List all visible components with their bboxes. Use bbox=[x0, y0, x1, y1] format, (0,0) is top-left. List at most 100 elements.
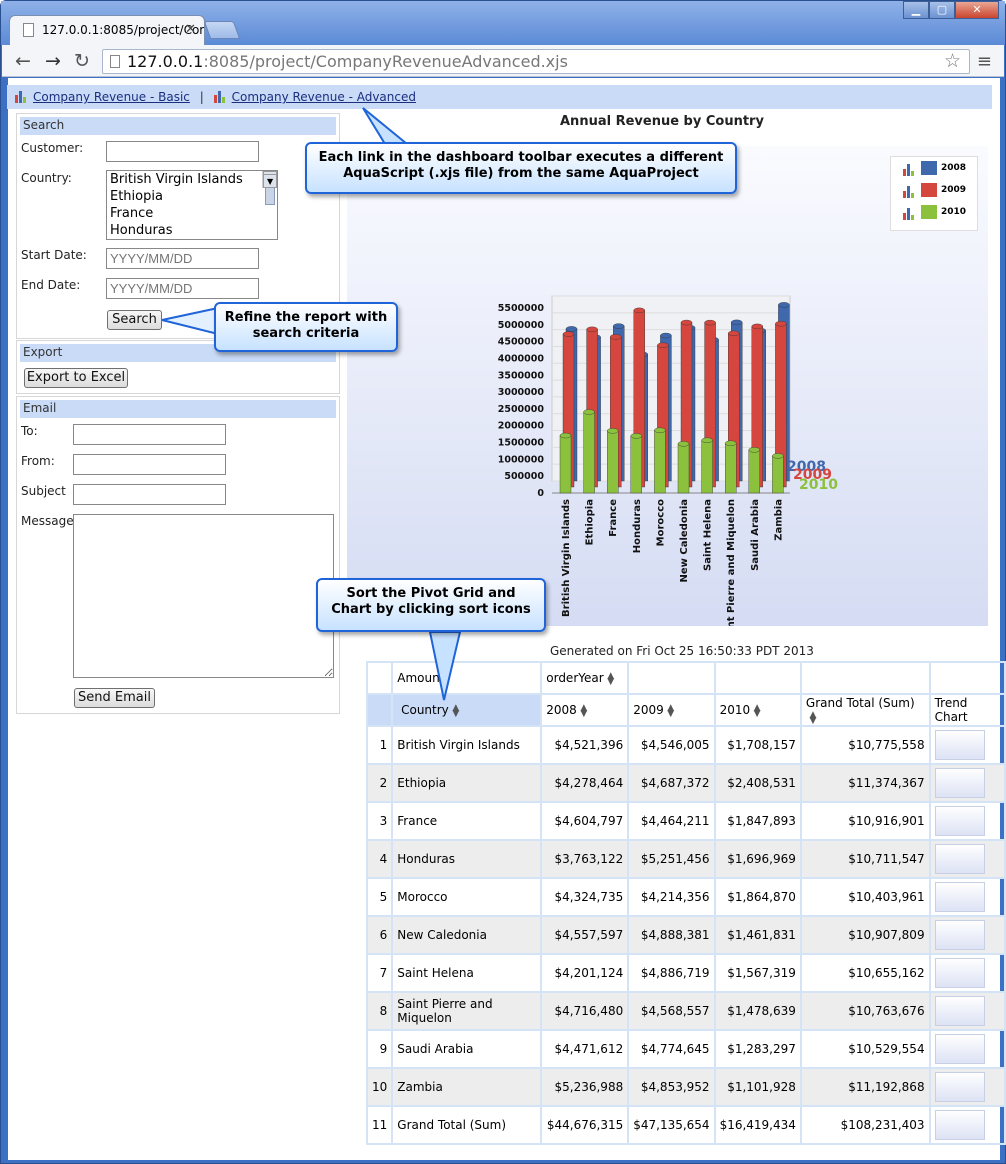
country-option[interactable]: France bbox=[110, 206, 154, 221]
end-date-input[interactable] bbox=[106, 278, 259, 299]
sort-icon[interactable]: ▲ ▼ bbox=[667, 702, 675, 719]
country-column-header[interactable]: Country ▲ ▼ bbox=[391, 693, 543, 727]
legend-swatch bbox=[921, 183, 937, 197]
grand-total-header[interactable]: Grand Total (Sum)▲ ▼ bbox=[799, 693, 931, 727]
to-label: To: bbox=[21, 424, 38, 438]
x-tick-label: Saint Helena bbox=[703, 499, 714, 571]
trend-sparkline[interactable] bbox=[934, 806, 985, 836]
country-option[interactable]: Ethiopia bbox=[110, 189, 163, 204]
maximize-icon[interactable]: ▢ bbox=[929, 1, 955, 19]
forward-icon[interactable]: → bbox=[45, 50, 61, 72]
column-label: 2009 bbox=[633, 703, 664, 717]
start-date-input[interactable] bbox=[106, 248, 259, 269]
value-cell: $4,201,124 bbox=[540, 953, 630, 993]
address-bar[interactable]: 127.0.0.1:8085/project/CompanyRevenueAdv… bbox=[102, 49, 970, 74]
table-row: 8 Saint Pierre and Miquelon $4,716,480 $4,5… bbox=[365, 991, 1006, 1031]
row-number: 4 bbox=[365, 839, 394, 879]
y-tick-label: 1500000 bbox=[498, 438, 545, 449]
country-listbox[interactable]: British Virgin Islands Ethiopia France H… bbox=[106, 170, 278, 240]
from-label: From: bbox=[21, 454, 55, 468]
legend-item-2010[interactable]: 2010 bbox=[891, 205, 977, 223]
bar-top bbox=[778, 302, 790, 308]
search-button[interactable]: Search bbox=[107, 310, 162, 330]
value-cell: $3,763,122 bbox=[540, 839, 630, 879]
country-cell: Saint Helena bbox=[391, 953, 543, 993]
customer-input[interactable] bbox=[106, 141, 259, 162]
scroll-down-icon[interactable]: ▼ bbox=[263, 174, 277, 188]
reload-icon[interactable]: ↻ bbox=[74, 50, 90, 72]
minimize-icon[interactable]: ▁ bbox=[903, 1, 929, 19]
y-tick-label: 3000000 bbox=[498, 387, 545, 398]
sort-icon[interactable]: ▲ ▼ bbox=[452, 702, 460, 719]
scroll-thumb[interactable] bbox=[265, 187, 275, 205]
close-tab-icon[interactable]: ✕ bbox=[185, 22, 196, 37]
listbox-scrollbar[interactable]: ▲ ▼ bbox=[262, 171, 277, 205]
value-cell: $4,557,597 bbox=[540, 915, 630, 955]
sort-icon[interactable]: ▲ ▼ bbox=[580, 702, 588, 719]
callout-sort: Sort the Pivot Grid and Chart by clickin… bbox=[316, 578, 546, 632]
callout-toolbar: Each link in the dashboard toolbar execu… bbox=[305, 142, 737, 194]
chart-icon bbox=[15, 89, 29, 103]
column-header-2008[interactable]: 2008 ▲ ▼ bbox=[540, 693, 630, 727]
value-cell: $4,324,735 bbox=[540, 877, 630, 917]
bookmark-star-icon[interactable]: ☆ bbox=[943, 50, 961, 72]
value-cell: $1,567,319 bbox=[713, 953, 802, 993]
legend-swatch bbox=[921, 161, 937, 175]
value-cell: $5,251,456 bbox=[627, 839, 716, 879]
total-cell: $10,403,961 bbox=[799, 877, 931, 917]
subject-label: Subject bbox=[21, 484, 66, 498]
trend-sparkline[interactable] bbox=[934, 844, 985, 874]
bar-top bbox=[775, 321, 787, 327]
total-cell: $108,231,403 bbox=[799, 1105, 931, 1145]
order-year-header[interactable]: orderYear ▲ ▼ bbox=[540, 661, 630, 695]
trend-sparkline[interactable] bbox=[934, 1072, 985, 1102]
bar-top bbox=[565, 326, 578, 332]
column-header-2010[interactable]: 2010 ▲ ▼ bbox=[713, 693, 802, 727]
country-cell: Saint Pierre and Miquelon bbox=[391, 991, 543, 1031]
sort-icon[interactable]: ▲ ▼ bbox=[809, 709, 817, 726]
from-input[interactable] bbox=[73, 454, 226, 475]
trend-sparkline[interactable] bbox=[934, 1110, 985, 1140]
bar-top bbox=[660, 332, 672, 339]
subject-input[interactable] bbox=[73, 484, 226, 505]
trend-sparkline[interactable] bbox=[934, 730, 985, 760]
trend-sparkline[interactable] bbox=[934, 958, 985, 988]
trend-sparkline[interactable] bbox=[934, 768, 985, 798]
row-number: 9 bbox=[365, 1029, 394, 1069]
export-to-excel-button[interactable]: Export to Excel bbox=[24, 368, 128, 388]
send-email-button[interactable]: Send Email bbox=[74, 688, 155, 708]
trend-sparkline[interactable] bbox=[934, 1034, 985, 1064]
country-option[interactable]: Honduras bbox=[110, 223, 173, 238]
callout-pointer bbox=[161, 306, 219, 336]
legend-item-2009[interactable]: 2009 bbox=[891, 183, 977, 201]
message-textarea[interactable] bbox=[73, 514, 334, 678]
trend-sparkline[interactable] bbox=[934, 882, 985, 912]
row-number: 1 bbox=[365, 725, 394, 765]
bar-2010 bbox=[748, 449, 760, 494]
to-input[interactable] bbox=[73, 424, 226, 445]
browser-tab[interactable]: 127.0.0.1:8085/project/Com ✕ bbox=[9, 15, 205, 45]
trend-sparkline[interactable] bbox=[934, 920, 985, 950]
column-header-2009[interactable]: 2009 ▲ ▼ bbox=[627, 693, 716, 727]
grand-total-row: 11 Grand Total (Sum) $44,676,315 $47,135,65… bbox=[365, 1105, 1006, 1145]
country-cell: Ethiopia bbox=[391, 763, 543, 803]
trend-sparkline[interactable] bbox=[934, 996, 985, 1026]
sort-icon[interactable]: ▲ ▼ bbox=[607, 670, 615, 687]
y-tick-label: 2500000 bbox=[498, 404, 545, 415]
value-cell: $4,886,719 bbox=[627, 953, 716, 993]
new-tab-button[interactable] bbox=[203, 21, 241, 39]
bar-2010 bbox=[701, 440, 713, 494]
value-cell: $4,521,396 bbox=[540, 725, 630, 765]
country-option[interactable]: British Virgin Islands bbox=[110, 172, 243, 187]
country-cell: Zambia bbox=[391, 1067, 543, 1107]
amount-header: Amount bbox=[391, 661, 543, 695]
legend-item-2008[interactable]: 2008 bbox=[891, 161, 977, 179]
link-company-revenue-basic[interactable]: Company Revenue - Basic bbox=[33, 90, 190, 104]
link-company-revenue-advanced[interactable]: Company Revenue - Advanced bbox=[231, 90, 416, 104]
empty-header bbox=[799, 661, 931, 695]
sort-icon[interactable]: ▲ ▼ bbox=[753, 702, 761, 719]
menu-icon[interactable]: ≡ bbox=[976, 51, 992, 72]
bar-top bbox=[677, 441, 690, 447]
close-window-icon[interactable]: ✕ bbox=[955, 1, 999, 19]
back-icon[interactable]: ← bbox=[15, 50, 31, 72]
